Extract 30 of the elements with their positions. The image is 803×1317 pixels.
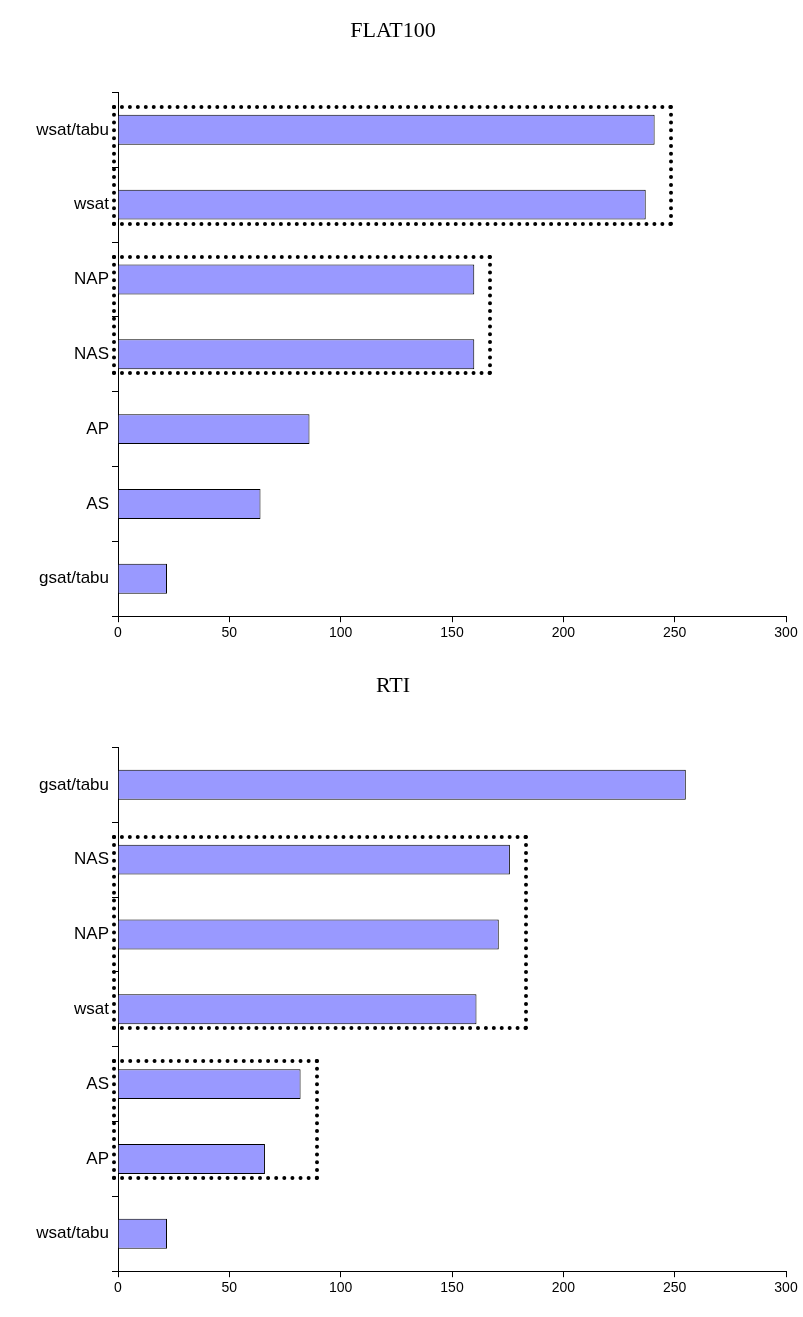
y-tick-label: gsat/tabu bbox=[39, 774, 109, 794]
y-tick-label: wsat bbox=[73, 998, 110, 1018]
y-tick-label: AP bbox=[86, 1148, 109, 1168]
x-tick-label: 0 bbox=[114, 624, 123, 641]
x-tick-label: 0 bbox=[114, 1279, 123, 1296]
x-tick-label: 250 bbox=[662, 1279, 687, 1296]
y-tick-label: NAP bbox=[74, 924, 109, 944]
y-tick-label: wsat/tabu bbox=[35, 119, 109, 139]
x-tick-label: 200 bbox=[551, 624, 576, 641]
x-tick-label: 250 bbox=[662, 624, 687, 641]
y-tick-label: AP bbox=[86, 418, 109, 438]
chart-title: FLAT100 bbox=[350, 16, 436, 42]
x-tick-label: 200 bbox=[551, 1279, 576, 1296]
y-tick-label: AS bbox=[86, 1073, 109, 1093]
y-tick-label: NAS bbox=[74, 343, 109, 363]
x-tick-label: 300 bbox=[774, 624, 798, 641]
y-tick-label: wsat/tabu bbox=[35, 1223, 109, 1243]
x-tick-label: 50 bbox=[221, 1279, 238, 1296]
x-tick-label: 100 bbox=[328, 624, 353, 641]
x-tick-label: 100 bbox=[328, 1279, 353, 1296]
chart-title: RTI bbox=[375, 671, 411, 697]
x-tick-label: 150 bbox=[440, 1279, 464, 1296]
x-tick-label: 50 bbox=[221, 624, 238, 641]
y-tick-label: gsat/tabu bbox=[39, 568, 109, 588]
y-tick-label: wsat bbox=[73, 194, 110, 214]
y-tick-label: AS bbox=[86, 493, 109, 513]
x-tick-label: 150 bbox=[440, 624, 464, 641]
y-tick-label: NAP bbox=[74, 269, 109, 289]
x-tick-label: 300 bbox=[774, 1279, 798, 1296]
y-tick-label: NAS bbox=[74, 849, 109, 869]
